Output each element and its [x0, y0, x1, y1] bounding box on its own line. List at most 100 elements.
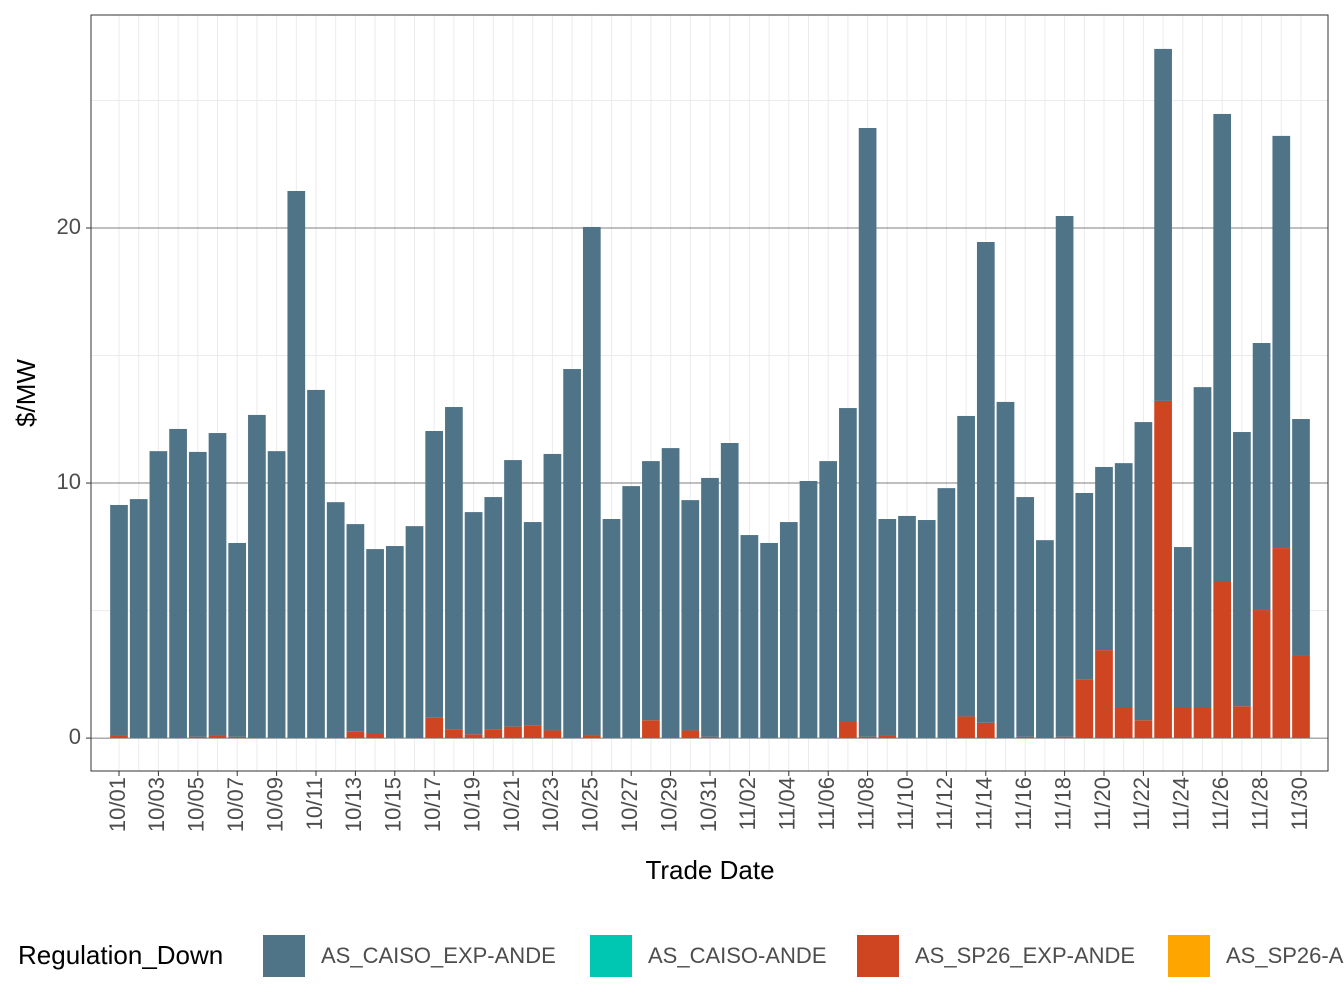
bar-segment [1134, 422, 1153, 721]
y-axis-label: $/MW [11, 359, 41, 427]
legend-label: AS_SP26-ANDE [1226, 943, 1344, 968]
bar-segment [720, 442, 739, 739]
bar-segment [1036, 540, 1054, 739]
bar-segment [563, 369, 581, 739]
bar-segment [1252, 610, 1271, 739]
legend-key [857, 935, 899, 977]
bar-segment [1016, 497, 1035, 737]
bar-segment [425, 717, 444, 739]
bar-segment [1173, 708, 1192, 739]
x-tick-label: 10/15 [381, 777, 406, 832]
bar-segment [1095, 466, 1113, 651]
bar-segment [287, 190, 306, 739]
x-tick-label: 11/22 [1129, 777, 1154, 830]
bar-segment [208, 433, 227, 736]
bar-segment [819, 461, 838, 739]
bar-segment [1233, 432, 1251, 707]
x-tick-label: 11/08 [853, 777, 878, 830]
x-tick-label: 11/30 [1287, 777, 1312, 830]
bar-segment [385, 546, 404, 739]
x-tick-label: 11/10 [893, 777, 918, 830]
x-tick-label: 11/26 [1208, 777, 1233, 830]
x-tick-label: 11/28 [1247, 777, 1272, 830]
bar-segment [839, 408, 857, 722]
x-tick-label: 10/13 [341, 777, 366, 832]
x-tick-label: 10/17 [420, 777, 445, 832]
bar-segment [878, 519, 897, 736]
legend-label: AS_CAISO_EXP-ANDE [321, 943, 556, 968]
bar-segment [1134, 720, 1153, 739]
x-tick-label: 10/27 [617, 777, 642, 832]
bar-segment [445, 407, 463, 730]
bar-segment [110, 504, 128, 736]
bar-segment [957, 716, 975, 739]
legend-key [1168, 935, 1210, 977]
y-tick-label: 20 [57, 214, 81, 239]
bar-segment [188, 451, 207, 737]
bar-segment [228, 736, 247, 739]
legend-key [590, 935, 632, 977]
x-tick-label: 11/18 [1050, 777, 1075, 830]
bar-segment [1292, 655, 1310, 739]
bar-segment [1114, 463, 1133, 708]
bar-segment [1272, 548, 1291, 739]
bar-segment [1016, 736, 1035, 739]
bar-segment [799, 480, 818, 739]
x-axis-label: Trade Date [645, 855, 774, 885]
bar-segment [1154, 48, 1172, 401]
bar-segment [208, 735, 227, 739]
bar-segment [484, 497, 503, 730]
bar-segment [976, 722, 995, 739]
bar-segment [976, 242, 995, 723]
y-tick-label: 10 [57, 469, 81, 494]
x-tick-label: 11/04 [775, 777, 800, 830]
bar-segment [878, 735, 897, 739]
x-tick-label: 10/29 [656, 777, 681, 832]
bar-segment [917, 520, 936, 739]
bar-segment [326, 502, 345, 739]
bar-segment [1055, 215, 1074, 737]
bar-segment [1272, 135, 1291, 549]
bar-segment [169, 428, 187, 739]
legend-label: AS_CAISO-ANDE [648, 943, 827, 968]
x-tick-label: 11/14 [972, 777, 997, 830]
bar-segment [701, 736, 719, 739]
x-tick-label: 11/02 [735, 777, 760, 830]
x-tick-label: 10/03 [144, 777, 169, 832]
bar-segment [543, 730, 562, 739]
bar-segment [464, 512, 483, 735]
bar-segment [228, 542, 247, 737]
x-tick-label: 10/25 [578, 777, 603, 832]
bar-segment [602, 519, 621, 739]
x-tick-label: 10/23 [538, 777, 563, 832]
bar-segment [681, 500, 700, 731]
bar-segment [1213, 113, 1232, 582]
bar-segment [346, 731, 365, 739]
bar-segment [110, 735, 128, 739]
bar-segment [248, 414, 266, 739]
bar-segment [701, 477, 719, 737]
bar-segment [839, 721, 857, 739]
bar-segment [740, 535, 759, 739]
bar-segment [543, 453, 562, 731]
bar-segment [1213, 582, 1232, 739]
x-tick-label: 10/07 [223, 777, 248, 832]
x-tick-label: 11/20 [1090, 777, 1115, 830]
bar-segment [523, 522, 542, 726]
bar-segment [1095, 650, 1113, 739]
bar-segment [1173, 547, 1192, 708]
bar-segment [1233, 706, 1251, 739]
bar-segment [464, 734, 483, 739]
bar-segment [445, 729, 463, 739]
bar-segment [996, 401, 1015, 739]
x-tick-label: 10/21 [499, 777, 524, 832]
bar-segment [642, 461, 660, 721]
bar-segment [366, 732, 384, 739]
x-tick-label: 11/12 [932, 777, 957, 830]
x-tick-label: 10/09 [262, 777, 287, 832]
bar-segment [129, 499, 148, 739]
bar-segment [858, 127, 877, 737]
bar-segment [642, 720, 660, 739]
bar-segment [937, 488, 956, 739]
